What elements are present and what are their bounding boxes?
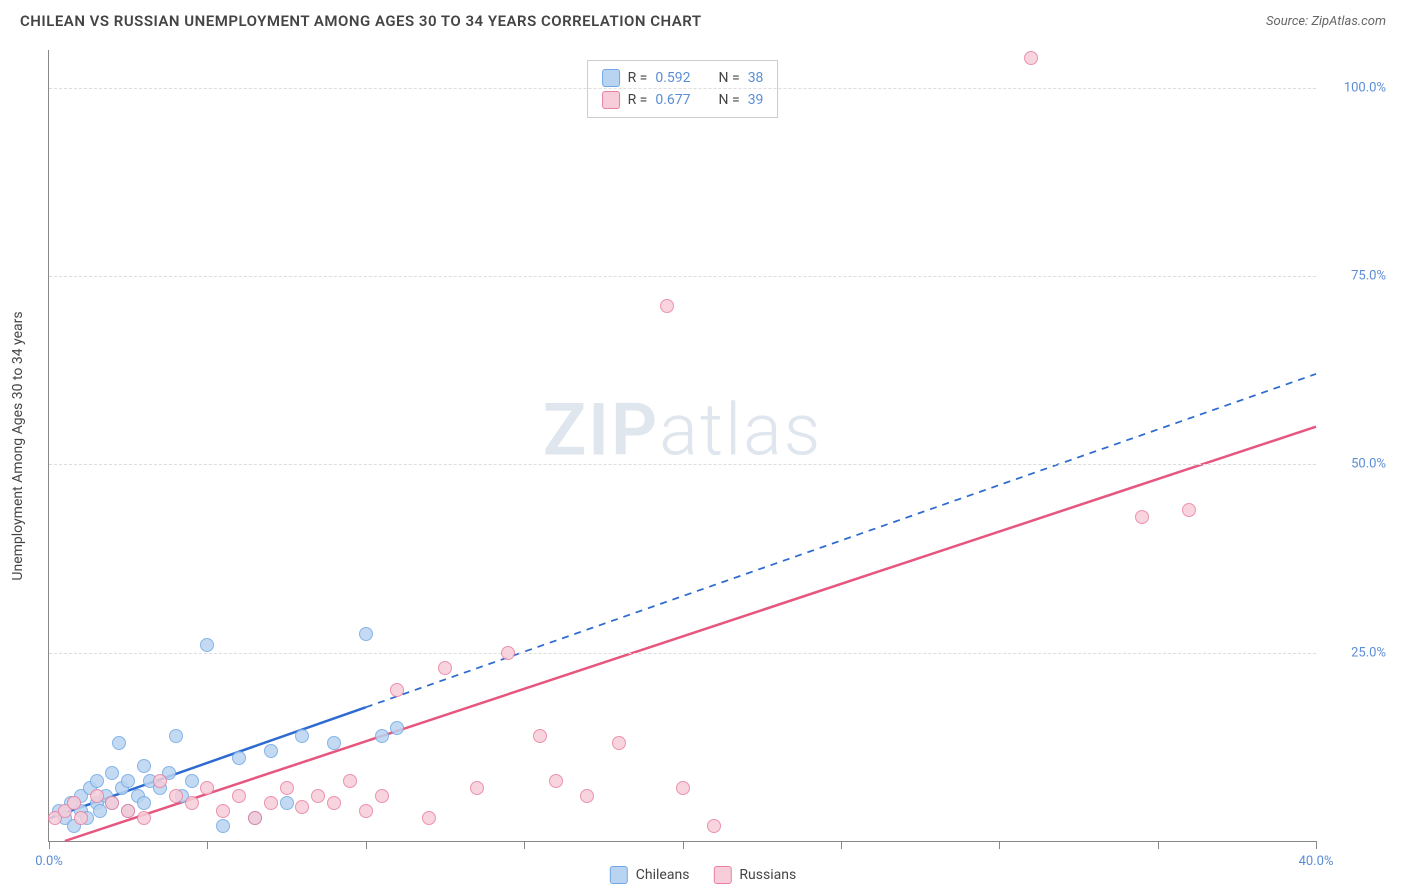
marker-russians — [676, 781, 690, 795]
marker-russians — [1024, 51, 1038, 65]
source-link[interactable]: ZipAtlas.com — [1311, 14, 1386, 29]
marker-russians — [470, 781, 484, 795]
marker-russians — [343, 774, 357, 788]
trend-line-russians — [65, 427, 1316, 841]
marker-russians — [185, 796, 199, 810]
marker-chileans — [121, 774, 135, 788]
x-tick-label: 0.0% — [35, 854, 63, 869]
marker-russians — [612, 736, 626, 750]
marker-russians — [74, 811, 88, 825]
marker-chileans — [90, 774, 104, 788]
x-tick — [683, 841, 684, 849]
marker-russians — [67, 796, 81, 810]
x-tick — [1158, 841, 1159, 849]
marker-russians — [137, 811, 151, 825]
marker-chileans — [112, 736, 126, 750]
marker-chileans — [359, 627, 373, 641]
x-tick — [49, 841, 50, 849]
x-tick — [1316, 841, 1317, 849]
marker-russians — [105, 796, 119, 810]
marker-russians — [390, 683, 404, 697]
x-tick — [999, 841, 1000, 849]
marker-russians — [422, 811, 436, 825]
grid-line — [49, 464, 1316, 465]
marker-chileans — [264, 744, 278, 758]
marker-russians — [121, 804, 135, 818]
marker-russians — [375, 789, 389, 803]
chart-area: Unemployment Among Ages 30 to 34 years Z… — [48, 50, 1386, 842]
grid-line — [49, 276, 1316, 277]
marker-chileans — [169, 729, 183, 743]
marker-russians — [1182, 503, 1196, 517]
marker-chileans — [295, 729, 309, 743]
marker-russians — [200, 781, 214, 795]
marker-chileans — [232, 751, 246, 765]
marker-russians — [438, 661, 452, 675]
marker-russians — [232, 789, 246, 803]
swatch-icon — [602, 69, 620, 87]
marker-chileans — [390, 721, 404, 735]
x-tick — [366, 841, 367, 849]
y-axis-title: Unemployment Among Ages 30 to 34 years — [10, 311, 26, 580]
marker-russians — [264, 796, 278, 810]
trend-lines — [49, 50, 1316, 841]
marker-russians — [216, 804, 230, 818]
legend-item-russians[interactable]: Russians — [713, 866, 796, 884]
marker-chileans — [137, 796, 151, 810]
swatch-icon — [610, 866, 628, 884]
marker-russians — [327, 796, 341, 810]
y-tick-label: 75.0% — [1326, 269, 1386, 284]
legend-item-chileans[interactable]: Chileans — [610, 866, 690, 884]
marker-chileans — [185, 774, 199, 788]
stats-row-russians: R =0.677N =39 — [602, 89, 764, 111]
marker-russians — [580, 789, 594, 803]
y-tick-label: 50.0% — [1326, 457, 1386, 472]
marker-russians — [248, 811, 262, 825]
marker-chileans — [280, 796, 294, 810]
x-tick-label: 40.0% — [1299, 854, 1334, 869]
source-label: Source: ZipAtlas.com — [1266, 14, 1386, 29]
marker-chileans — [93, 804, 107, 818]
swatch-icon — [713, 866, 731, 884]
marker-chileans — [216, 819, 230, 833]
marker-russians — [501, 646, 515, 660]
stats-row-chileans: R =0.592N =38 — [602, 67, 764, 89]
swatch-icon — [602, 91, 620, 109]
marker-chileans — [327, 736, 341, 750]
stats-legend-box: R =0.592N =38R =0.677N =39 — [587, 60, 779, 118]
marker-russians — [707, 819, 721, 833]
y-tick-label: 25.0% — [1326, 645, 1386, 660]
marker-russians — [660, 299, 674, 313]
marker-russians — [533, 729, 547, 743]
grid-line — [49, 88, 1316, 89]
marker-russians — [311, 789, 325, 803]
marker-chileans — [375, 729, 389, 743]
x-tick — [207, 841, 208, 849]
bottom-legend: Chileans Russians — [610, 866, 796, 884]
x-tick — [524, 841, 525, 849]
marker-russians — [153, 774, 167, 788]
marker-russians — [549, 774, 563, 788]
plot-area: ZIPatlas R =0.592N =38R =0.677N =39 0.0%… — [48, 50, 1316, 842]
marker-russians — [295, 800, 309, 814]
x-tick — [841, 841, 842, 849]
marker-chileans — [105, 766, 119, 780]
watermark: ZIPatlas — [543, 387, 823, 472]
grid-line — [49, 653, 1316, 654]
marker-russians — [169, 789, 183, 803]
marker-chileans — [200, 638, 214, 652]
marker-russians — [90, 789, 104, 803]
chart-header: CHILEAN VS RUSSIAN UNEMPLOYMENT AMONG AG… — [0, 0, 1406, 38]
marker-russians — [359, 804, 373, 818]
chart-title: CHILEAN VS RUSSIAN UNEMPLOYMENT AMONG AG… — [20, 12, 702, 30]
marker-russians — [1135, 510, 1149, 524]
y-tick-label: 100.0% — [1326, 80, 1386, 95]
marker-chileans — [137, 759, 151, 773]
marker-russians — [280, 781, 294, 795]
